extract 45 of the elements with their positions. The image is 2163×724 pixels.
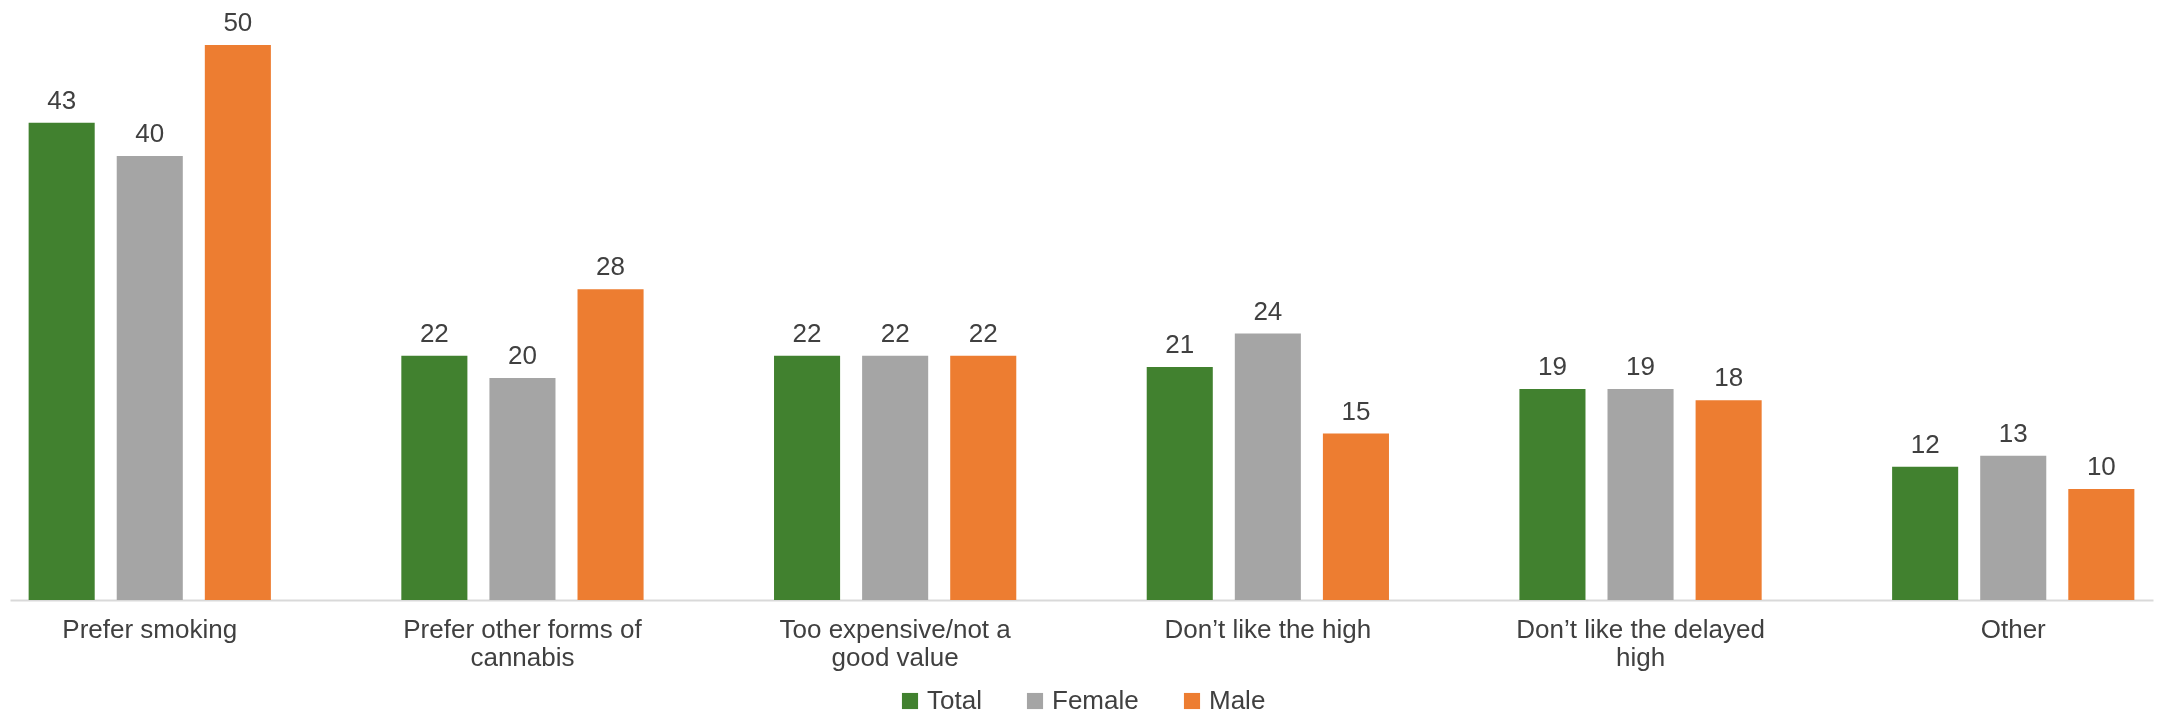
data-label: 19	[1537, 351, 1567, 382]
bar	[489, 378, 556, 600]
bar	[1607, 389, 1674, 600]
data-label: 43	[47, 84, 77, 115]
data-label: 40	[135, 118, 165, 148]
data-label: 12	[1910, 428, 1940, 459]
bar	[950, 355, 1017, 600]
data-label: 22	[792, 317, 822, 348]
data-label: 28	[596, 251, 626, 282]
bar	[862, 355, 929, 600]
data-label: 22	[880, 317, 910, 348]
data-label: 18	[1714, 362, 1744, 393]
legend-label: Female	[1052, 685, 1139, 715]
bar	[774, 355, 841, 600]
bar	[1892, 466, 1959, 600]
x-tick-label: Prefer smoking	[62, 613, 238, 644]
bar	[1322, 433, 1389, 600]
data-label: 21	[1165, 328, 1195, 359]
x-tick-label: Too expensive/not a good value	[779, 613, 1012, 672]
data-label: 50	[223, 7, 253, 37]
bar	[1980, 455, 2047, 600]
data-label: 19	[1626, 351, 1655, 382]
x-tick-label: Don’t like the high	[1164, 613, 1372, 644]
bar	[2068, 489, 2135, 600]
x-tick-label: Don’t like the delayed high	[1516, 613, 1765, 672]
data-label: 24	[1253, 295, 1283, 326]
data-label: 13	[1998, 417, 2028, 448]
legend-label: Total	[927, 685, 982, 715]
data-label: 22	[419, 317, 449, 348]
bar	[1519, 389, 1586, 600]
bar	[1146, 366, 1213, 600]
x-tick-label: Other	[1980, 613, 2047, 644]
data-label: 15	[1341, 395, 1371, 426]
bar	[28, 122, 95, 600]
data-label: 20	[508, 340, 537, 370]
x-tick-label: Prefer other forms of cannabis	[403, 613, 643, 672]
legend-label: Male	[1209, 685, 1266, 715]
bar	[1695, 400, 1762, 600]
bar	[116, 156, 183, 600]
bar	[204, 45, 271, 600]
data-label: 10	[2086, 451, 2116, 481]
bar	[401, 355, 468, 600]
bar	[577, 289, 644, 600]
bar	[1234, 333, 1301, 600]
data-label: 22	[968, 317, 998, 348]
